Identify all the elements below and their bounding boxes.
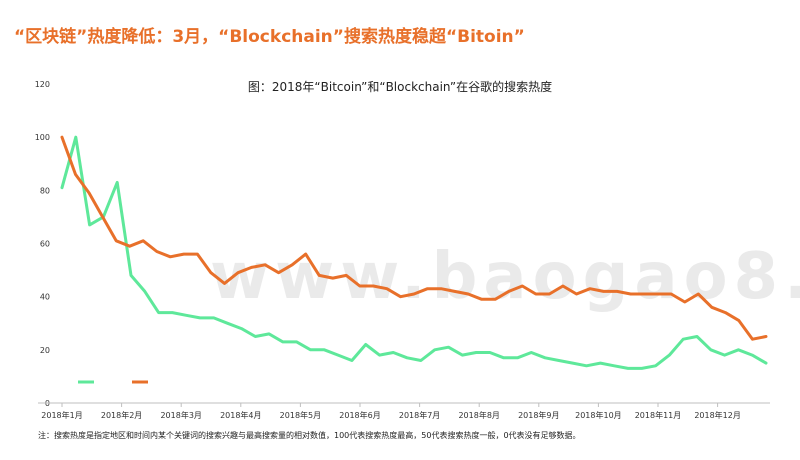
y-axis: 020406080100120	[35, 80, 50, 408]
y-tick-label: 100	[35, 133, 50, 142]
x-tick-label: 2018年5月	[280, 410, 321, 420]
y-tick-label: 80	[40, 186, 50, 195]
x-tick-label: 2018年12月	[694, 410, 741, 420]
x-tick-label: 2018年2月	[101, 410, 142, 420]
x-tick-label: 2018年9月	[518, 410, 559, 420]
x-axis: 2018年1月 2018年2月 2018年3月 2018年4月 2018年5月 2018年…	[38, 402, 770, 420]
footnote: 注：搜索热度是指定地区和时间内某个关键词的搜索兴趣与最高搜索量的相对数值，100…	[38, 431, 581, 440]
y-tick-label: 60	[40, 240, 50, 249]
x-tick-label: 2018年1月	[41, 410, 82, 420]
bitcoin-series-line	[60, 135, 768, 370]
x-tick-label: 2018年3月	[160, 410, 201, 420]
x-tick-label: 2018年6月	[339, 410, 380, 420]
x-tick-label: 2018年10月	[575, 410, 622, 420]
x-tick-label: 2018年8月	[458, 410, 499, 420]
x-tick-label: 2018年7月	[399, 410, 440, 420]
x-tick-label: 2018年4月	[220, 410, 261, 420]
chart-title: 图：2018年“Bitcoin”和“Blockchain”在谷歌的搜索热度	[247, 80, 553, 94]
blockchain-series-line	[60, 135, 768, 341]
watermark: www.baogao8.com	[210, 240, 800, 314]
headline: “区块链”热度降低：3月，“Blockchain”搜索热度稳超“Bitoin”	[14, 27, 525, 47]
y-tick-label: 120	[35, 80, 50, 89]
y-tick-label: 20	[40, 346, 50, 355]
series-layer	[60, 135, 768, 370]
x-tick-label: 2018年11月	[635, 410, 682, 420]
y-tick-label: 40	[40, 293, 50, 302]
